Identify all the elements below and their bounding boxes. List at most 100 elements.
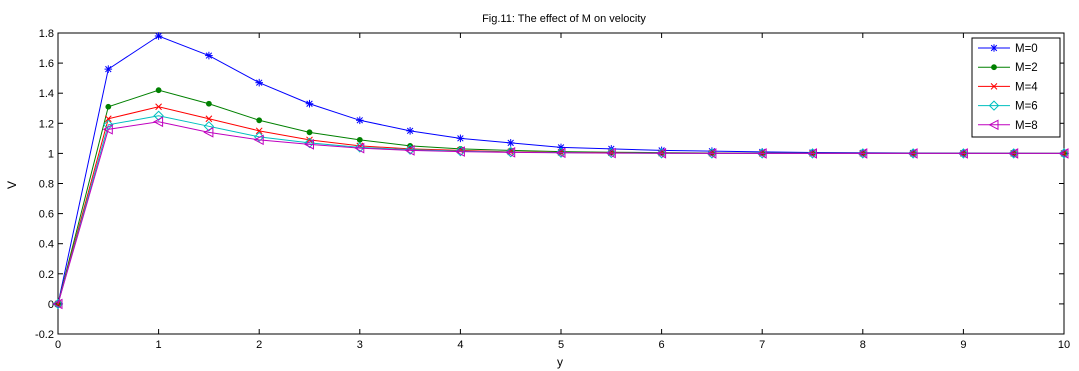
data-point [104,115,112,123]
data-point [456,134,465,143]
data-point [404,145,415,156]
data-point [356,116,364,125]
data-point [756,148,768,159]
data-point [857,148,868,159]
y-tick-label: 0.6 [39,209,54,221]
x-axis-label: y [557,355,563,369]
y-tick-label: -0.2 [35,329,54,341]
legend-label: M=6 [1015,101,1038,113]
x-tick-label: 3 [357,339,363,351]
data-point [205,51,213,60]
x-tick-label: 1 [156,339,162,351]
data-point [404,144,416,155]
legend-marker [988,100,1000,111]
x-tick-label: 8 [860,339,866,351]
x-tick-label: 4 [457,339,463,351]
x-tick-label: 7 [759,339,765,351]
data-point [505,147,516,158]
x-tick-label: 5 [558,339,564,351]
data-point [155,103,162,111]
plot-frame [57,32,1065,335]
data-point [203,121,215,132]
data-point [506,139,515,147]
data-point [104,65,113,73]
data-point [304,137,315,149]
data-point [255,127,263,135]
data-point [907,148,919,159]
data-point [153,116,164,128]
data-point [606,147,617,159]
legend-marker [991,64,997,71]
y-tick-label: 1.4 [39,88,54,100]
data-point [807,148,818,159]
y-tick-label: 1.2 [39,118,54,130]
data-point [256,117,263,124]
data-point [555,147,567,158]
data-point [153,110,164,121]
data-point [206,100,212,107]
data-point [203,126,214,138]
data-point [857,148,869,159]
legend-box [971,37,1061,138]
legend-label: M=4 [1015,81,1038,93]
data-point [303,139,314,150]
y-tick-label: 1 [48,148,54,160]
data-point [306,136,313,144]
legend-label: M=8 [1015,120,1038,132]
data-point [253,134,264,146]
data-point [52,298,63,310]
y-tick-label: 0.8 [39,179,54,191]
data-point [1008,148,1019,159]
x-tick-label: 2 [256,339,262,351]
legend-marker [990,83,998,90]
data-point [205,115,213,123]
y-tick-label: 0.2 [39,269,54,281]
data-point [706,148,718,159]
data-point [105,103,112,110]
data-point [102,123,113,135]
data-point [406,127,414,135]
x-tick-label: 0 [55,339,61,351]
y-tick-label: 0 [48,299,54,311]
y-tick-label: 1.8 [39,28,54,40]
y-tick-label: 1.6 [39,58,54,70]
legend-marker [988,119,999,131]
legend-label: M=2 [1015,62,1038,74]
data-point [354,142,366,153]
data-point [154,32,163,40]
data-point [756,148,767,159]
data-point [958,148,969,159]
data-point [354,142,365,154]
data-point [1058,148,1069,159]
data-point [706,148,717,159]
y-axis-label: V [5,181,19,189]
data-point [656,148,667,159]
chart-title: Fig.11: The effect of M on velocity [482,13,646,25]
data-point [1008,148,1019,159]
data-point [455,145,466,157]
data-point [806,148,817,159]
data-point [255,78,263,87]
data-point [605,147,616,159]
plot-area: 0 1 2 3 4 5 6 7 8 9 10-0.200.20.40.60.811.21.41.61… [35,28,1070,351]
data-point [305,99,314,108]
legend-label: M=0 [1015,43,1038,55]
data-point [155,87,162,94]
data-point [555,147,566,159]
data-point [957,148,968,159]
data-point [505,146,516,158]
data-point [907,148,918,159]
y-tick-label: 0.4 [39,239,54,251]
legend-marker [990,44,998,52]
data-point [306,129,313,136]
legend: M=0 M=2 M=4 M=6 M=8 [971,37,1061,138]
x-tick-label: 10 [1058,339,1070,351]
data-point [1058,148,1070,159]
data-point [356,136,363,143]
data-point [656,147,667,159]
x-tick-label: 6 [659,339,665,351]
x-tick-label: 9 [960,339,966,351]
data-point [454,146,465,157]
data-point [52,298,64,310]
